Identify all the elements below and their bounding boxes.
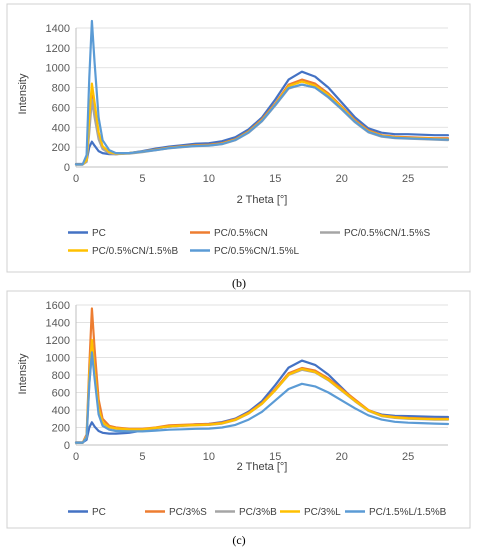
chart-c-ytick-label: 1200 <box>46 335 70 347</box>
chart-c-legend-item: PC/3%B <box>215 507 277 518</box>
chart-c-xtick-label: 25 <box>402 451 414 463</box>
chart-b-legend: PC PC/0.5%CN PC/0.5%CN/1.5%S PC/0.5%CN/1.5%… <box>68 228 430 257</box>
chart-c-legend-item: PC/3%S <box>145 507 207 518</box>
chart-c-legend-item: PC/1.5%L/1.5%B <box>345 507 447 518</box>
chart-c-xtick-label: 15 <box>269 451 281 463</box>
chart-b-xtick-label: 15 <box>269 173 281 185</box>
chart-c-xtick-label: 0 <box>73 451 79 463</box>
chart-c-ylabel: Intensity <box>17 353 29 394</box>
chart-b-legend-label: PC/0.5%CN/1.5%L <box>214 246 299 257</box>
chart-c-legend: PC PC/3%S PC/3%B PC/3%L PC/1.5%L/1.5%B <box>68 507 447 518</box>
chart-c-ytick-label: 1600 <box>46 300 70 312</box>
chart-c-xtick-label: 5 <box>139 451 145 463</box>
chart-c-series-line-5 <box>74 351 450 444</box>
chart-b-ytick-label: 1400 <box>46 23 70 35</box>
panel-c-frame <box>6 290 471 529</box>
chart-c-legend-label: PC <box>92 507 106 518</box>
chart-b-legend-item: PC/0.5%CN/1.5%B <box>68 246 178 257</box>
chart-b-ytick-label: 0 <box>64 162 70 174</box>
chart-c-legend-label: PC/3%B <box>239 507 277 518</box>
chart-b-legend-item: PC/0.5%CN/1.5%S <box>320 228 430 239</box>
chart-c-ytick-label: 0 <box>64 440 70 452</box>
chart-c-ytick-label: 200 <box>52 423 70 435</box>
chart-b-plot: 0 200 400 600 800 1000 1200 1400 0 5 10 15 20 25 <box>46 19 450 185</box>
chart-b-xtick-label: 0 <box>73 173 79 185</box>
chart-b-ytick-label: 400 <box>52 122 70 134</box>
chart-c-legend-label: PC/3%S <box>169 507 207 518</box>
chart-c-ytick-label: 800 <box>52 370 70 382</box>
chart-b-ylabel: Intensity <box>17 73 29 114</box>
chart-b-xtick-label: 10 <box>203 173 215 185</box>
chart-b-ytick-label: 200 <box>52 142 70 154</box>
chart-b-xlabel: 2 Theta [°] <box>237 194 288 206</box>
chart-c-plot: 0 200 400 600 800 1000 1200 1400 1600 0 5 10 15 20 25 <box>46 300 450 463</box>
chart-b-legend-label: PC/0.5%CN/1.5%B <box>92 246 178 257</box>
chart-c-xlabel: 2 Theta [°] <box>237 461 288 473</box>
chart-b-series-line-5 <box>74 19 450 166</box>
chart-c-xtick-label: 10 <box>203 451 215 463</box>
chart-c-legend-label: PC/3%L <box>304 507 341 518</box>
chart-b-ytick-label: 1200 <box>46 43 70 55</box>
chart-c-legend-label: PC/1.5%L/1.5%B <box>369 507 447 518</box>
chart-b-xtick-label: 25 <box>402 173 414 185</box>
chart-b-legend-label: PC <box>92 228 106 239</box>
caption-b: (b) <box>232 276 246 290</box>
chart-b-ytick-label: 800 <box>52 83 70 95</box>
chart-c-ytick-label: 1000 <box>46 353 70 365</box>
chart-b-xtick-label: 5 <box>139 173 145 185</box>
chart-b-legend-item: PC <box>68 228 106 239</box>
panel-b: 0 200 400 600 800 1000 1200 1400 0 5 10 15 20 25 Inte… <box>6 3 471 290</box>
chart-c-legend-item: PC <box>68 507 106 518</box>
chart-c-ytick-label: 1400 <box>46 318 70 330</box>
chart-c-ytick-label: 400 <box>52 405 70 417</box>
chart-c-legend-item: PC/3%L <box>280 507 341 518</box>
chart-b-legend-item: PC/0.5%CN/1.5%L <box>190 246 299 257</box>
chart-b-ytick-label: 600 <box>52 102 70 114</box>
chart-b-ytick-label: 1000 <box>46 63 70 75</box>
chart-b-series-line-1 <box>74 70 450 166</box>
chart-b-legend-item: PC/0.5%CN <box>190 228 268 239</box>
chart-b-xtick-label: 20 <box>336 173 348 185</box>
chart-c-xtick-label: 20 <box>336 451 348 463</box>
caption-c: (c) <box>232 533 245 547</box>
chart-c-ytick-label: 600 <box>52 388 70 400</box>
chart-b-legend-label: PC/0.5%CN/1.5%S <box>344 228 430 239</box>
chart-b-legend-label: PC/0.5%CN <box>214 228 268 239</box>
